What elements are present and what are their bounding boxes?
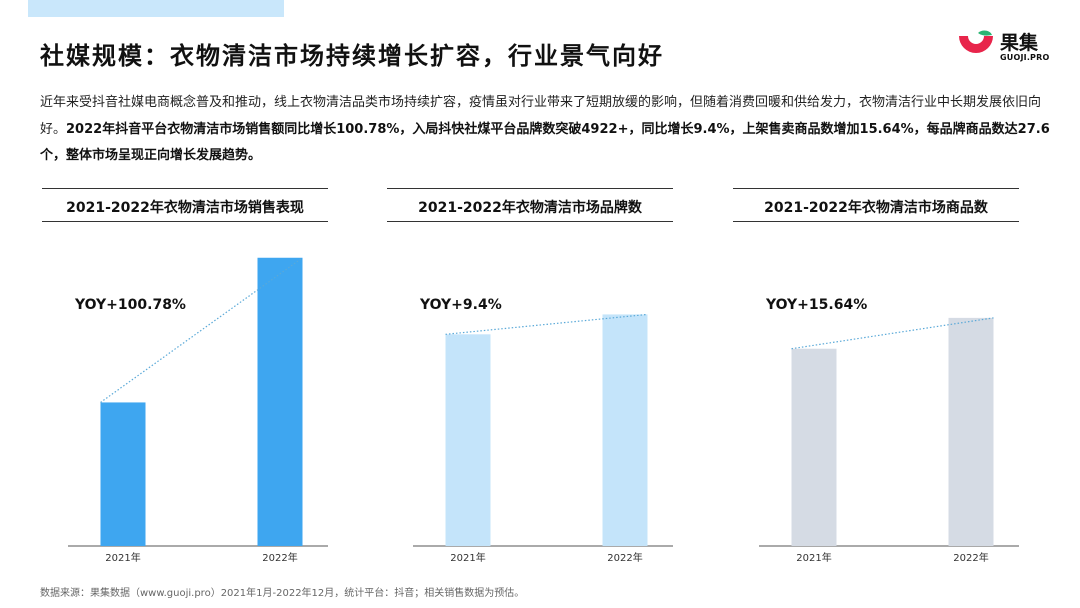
x-tick-label: 2021年 [105,551,140,564]
x-tick-label: 2022年 [262,551,297,564]
page-title: 社媒规模：衣物清洁市场持续增长扩容，行业景气向好 [40,42,664,70]
bar-1 [100,402,146,546]
bar-1 [791,348,837,546]
x-tick-label: 2021年 [796,551,831,564]
bar-2 [948,317,994,546]
summary-text: 近年来受抖音社媒电商概念普及和推动，线上衣物清洁品类市场持续扩容，疫情虽对行业带… [40,95,1042,137]
logo-domain: GUOJI.PRO [1000,53,1050,62]
yoy-annotation: YOY+100.78% [74,297,186,313]
panel-title-rule [42,221,328,222]
panel-top-rule [387,188,673,189]
chart-title: 2021-2022年衣物清洁市场销售表现 [66,200,304,216]
panel-title-rule [733,221,1019,222]
top-accent-bar [28,0,284,17]
logo-name: 果集 [1000,32,1039,54]
panel-top-rule [42,188,328,189]
yoy-annotation: YOY+15.64% [765,297,867,313]
chart-svg: 2021年 2022年 YOY+100.78% [68,257,328,564]
bar-2 [602,314,648,546]
bar-1 [445,334,491,546]
data-source-footnote: 数据来源：果集数据（www.guoji.pro）2021年1月-2022年12月… [40,588,525,599]
panel-title-rule [387,221,673,222]
brand-logo: 果集 GUOJI.PRO [956,28,1056,68]
chart-panel-brands: 2021-2022年衣物清洁市场品牌数 2021年 2022年 YOY+9.4% [387,188,673,568]
summary-paragraph: 近年来受抖音社媒电商概念普及和推动，线上衣物清洁品类市场持续扩容，疫情虽对行业带… [40,90,1050,170]
x-tick-label: 2022年 [953,551,988,564]
guoji-logo-icon [959,30,993,53]
chart-svg: 2021年 2022年 YOY+15.64% [759,297,1019,564]
yoy-annotation: YOY+9.4% [419,297,502,313]
chart-title: 2021-2022年衣物清洁市场品牌数 [418,200,642,216]
x-tick-label: 2021年 [450,551,485,564]
chart-panel-sales: 2021-2022年衣物清洁市场销售表现 2021年 2022年 YOY+100.7… [42,188,328,568]
trend-line [445,313,648,335]
trend-line [791,317,994,350]
chart-svg: 2021年 2022年 YOY+9.4% [413,297,673,564]
chart-panel-products: 2021-2022年衣物清洁市场商品数 2021年 2022年 YOY+15.64% [733,188,1019,568]
bar-2 [257,257,303,546]
x-tick-label: 2022年 [607,551,642,564]
summary-highlight: 2022年抖音平台衣物清洁市场销售额同比增长100.78%，入局抖快社煤平台品牌… [40,121,1050,164]
trend-line [100,257,303,403]
chart-title: 2021-2022年衣物清洁市场商品数 [764,200,988,216]
panel-top-rule [733,188,1019,189]
